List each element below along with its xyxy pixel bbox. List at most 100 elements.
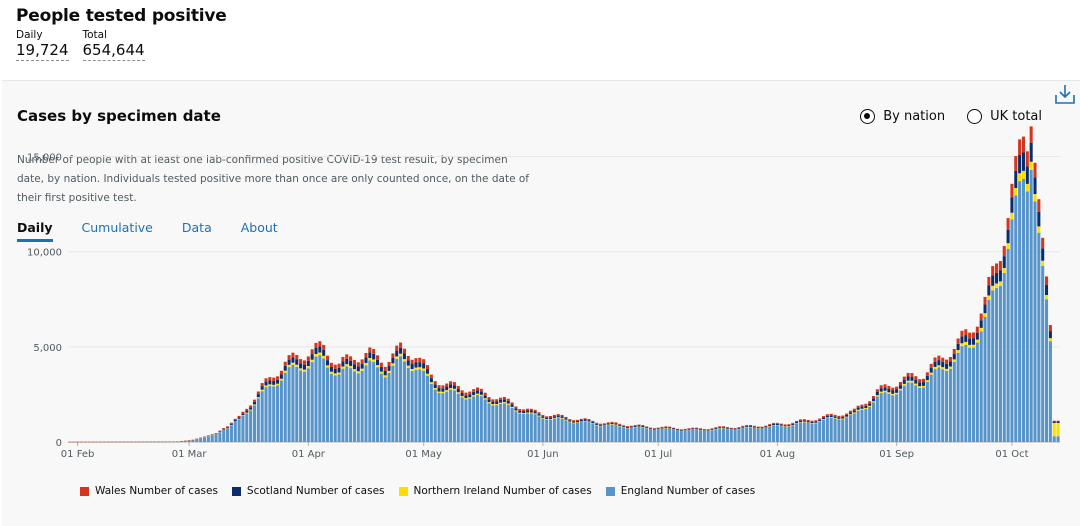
- bar-england: [972, 348, 975, 442]
- bar-scotland: [630, 427, 633, 428]
- y-tick-label: 5,000: [33, 343, 62, 354]
- bar-northern-ireland: [899, 389, 902, 391]
- bar-england: [195, 439, 198, 442]
- bar-northern-ireland: [984, 313, 987, 317]
- bar-wales: [945, 360, 948, 364]
- bar-wales: [595, 423, 598, 424]
- bar-england: [691, 430, 694, 442]
- bar-northern-ireland: [526, 412, 529, 413]
- bar-scotland: [864, 406, 867, 408]
- bar-wales: [607, 422, 610, 423]
- bar-northern-ireland: [1053, 423, 1056, 436]
- bar-northern-ireland: [810, 423, 813, 424]
- bar-england: [203, 437, 206, 442]
- bar-wales: [561, 415, 564, 416]
- total-label: Total: [83, 29, 145, 41]
- bar-wales: [507, 399, 510, 401]
- bar-england: [891, 395, 894, 442]
- bar-scotland: [757, 427, 760, 428]
- bar-england: [730, 430, 733, 442]
- bar-england: [1010, 219, 1013, 442]
- bar-wales: [703, 429, 706, 430]
- bar-scotland: [238, 417, 241, 419]
- legend-item-england[interactable]: England Number of cases: [606, 485, 756, 497]
- bar-wales: [826, 414, 829, 415]
- legend-item-northern-ireland[interactable]: Northern Ireland Number of cases: [399, 485, 592, 497]
- legend-item-wales[interactable]: Wales Number of cases: [80, 485, 218, 497]
- bar-wales: [222, 428, 225, 429]
- bar-wales: [1018, 139, 1021, 155]
- bar-scotland: [784, 425, 787, 426]
- bar-scotland: [695, 428, 698, 429]
- bar-wales: [914, 376, 917, 379]
- bar-northern-ireland: [818, 421, 821, 422]
- bar-scotland: [488, 399, 491, 402]
- bar-scotland: [541, 416, 544, 418]
- bar-scotland: [399, 348, 402, 354]
- bar-wales: [253, 400, 256, 402]
- bar-northern-ireland: [895, 393, 898, 394]
- bar-wales: [322, 345, 325, 350]
- bar-wales: [799, 419, 802, 420]
- bar-scotland: [872, 398, 875, 401]
- bar-scotland: [288, 360, 291, 365]
- bar-england: [699, 430, 702, 442]
- bar-wales: [676, 429, 679, 430]
- bar-scotland: [810, 422, 813, 423]
- bar-northern-ireland: [384, 375, 387, 377]
- bar-england: [584, 422, 587, 442]
- bar-scotland: [841, 417, 844, 419]
- bar-england: [218, 432, 221, 442]
- bar-wales: [1030, 126, 1033, 142]
- bar-england: [776, 425, 779, 442]
- bar-northern-ireland: [841, 418, 844, 419]
- bar-wales: [1041, 238, 1044, 249]
- bar-scotland: [276, 380, 279, 384]
- bar-northern-ireland: [568, 422, 571, 423]
- bar-england: [784, 427, 787, 442]
- bar-scotland: [522, 411, 525, 413]
- bar-wales: [718, 426, 721, 427]
- bar-northern-ireland: [580, 421, 583, 422]
- bar-wales: [368, 347, 371, 352]
- bar-scotland: [726, 428, 729, 429]
- bar-wales: [949, 357, 952, 361]
- bar-scotland: [595, 424, 598, 425]
- bar-scotland: [572, 421, 575, 422]
- legend-item-scotland[interactable]: Scotland Number of cases: [232, 485, 385, 497]
- bar-scotland: [576, 421, 579, 422]
- bar-northern-ireland: [949, 367, 952, 369]
- bar-england: [822, 420, 825, 442]
- bar-scotland: [910, 377, 913, 381]
- bar-wales: [384, 367, 387, 371]
- bar-wales: [499, 398, 502, 400]
- bar-england: [849, 415, 852, 442]
- bar-england: [403, 362, 406, 442]
- bar-wales: [457, 386, 460, 389]
- bar-england: [257, 398, 260, 442]
- bar-england: [445, 392, 448, 442]
- bar-northern-ireland: [561, 418, 564, 419]
- bar-northern-ireland: [972, 345, 975, 348]
- bar-wales: [1037, 199, 1040, 212]
- bar-england: [714, 429, 717, 442]
- bar-scotland: [561, 416, 564, 418]
- bar-scotland: [637, 425, 640, 426]
- bar-england: [349, 368, 352, 442]
- bar-wales: [488, 397, 491, 399]
- total-value[interactable]: 654,644: [83, 41, 145, 61]
- bar-england: [476, 395, 479, 442]
- bar-wales: [764, 426, 767, 427]
- bar-scotland: [388, 366, 391, 371]
- bar-northern-ireland: [314, 354, 317, 357]
- bar-scotland: [749, 426, 752, 427]
- bar-scotland: [968, 338, 971, 345]
- bar-wales: [776, 423, 779, 424]
- bar-england: [326, 368, 329, 442]
- bar-england: [726, 429, 729, 442]
- bar-northern-ireland: [934, 367, 937, 369]
- daily-value[interactable]: 19,724: [16, 41, 69, 61]
- bar-wales: [941, 358, 944, 362]
- bar-northern-ireland: [280, 379, 283, 381]
- bar-wales: [407, 356, 410, 360]
